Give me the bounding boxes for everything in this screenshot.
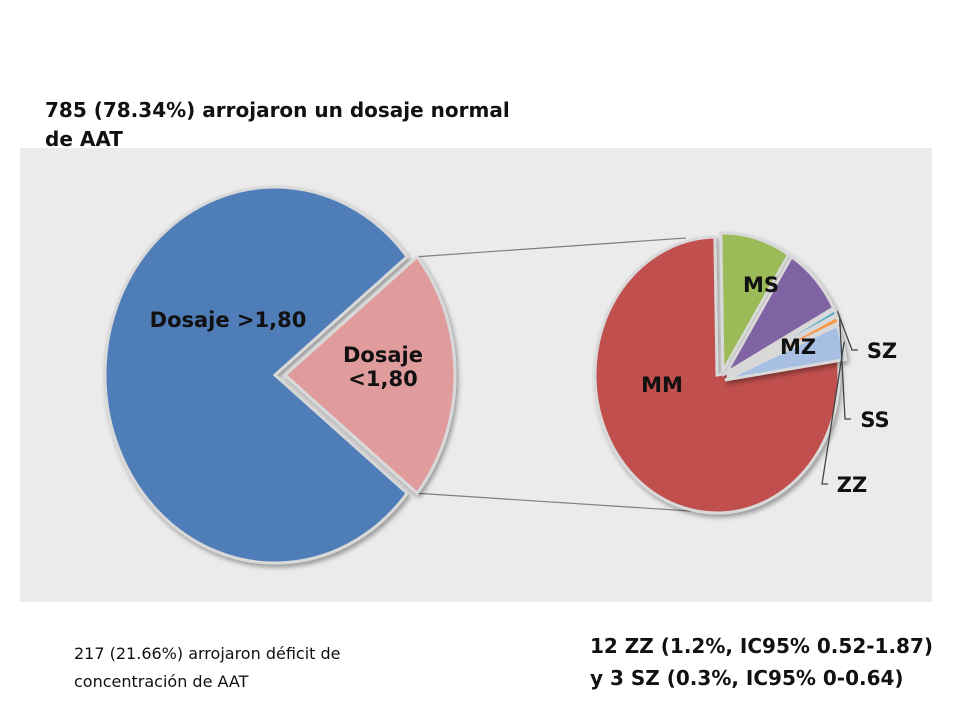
- slice-sz: [726, 307, 839, 377]
- zz-caption-line: 12 ZZ (1.2%, IC95% 0.52-1.87): [590, 634, 934, 658]
- slice-mz: [721, 254, 836, 378]
- connector-lines: [417, 237, 706, 513]
- slice-dosaje-1-80: [103, 185, 410, 565]
- connector-top: [417, 237, 687, 258]
- normal-dosage-caption: 785 (78.34%) arrojaron un dosaje normal …: [45, 98, 510, 151]
- slice-mm: [593, 235, 841, 515]
- label-dosaje-menor: Dosaje <1,80: [343, 343, 423, 391]
- label-ss: SS: [860, 408, 889, 432]
- label-mz: MZ: [780, 335, 816, 359]
- label-sz: SZ: [867, 339, 897, 363]
- label-mm: MM: [641, 373, 683, 397]
- leader-zz: [821, 341, 845, 485]
- sz-caption-line: y 3 SZ (0.3%, IC95% 0-0.64): [590, 666, 904, 690]
- label-dosaje-mayor: Dosaje >1,80: [150, 308, 307, 332]
- slice-ss: [726, 314, 841, 379]
- label-zz: ZZ: [837, 473, 867, 497]
- leader-lines: [821, 310, 858, 485]
- leader-ss: [839, 318, 851, 420]
- slice-zz: [724, 323, 848, 382]
- connector-bottom: [417, 492, 706, 513]
- leader-sz: [836, 310, 858, 351]
- breakdown-pie: [593, 231, 848, 515]
- deficit-caption: 217 (21.66%) arrojaron déficit de concen…: [74, 644, 341, 691]
- slice-labels: Dosaje >1,80 Dosaje <1,80 MM MS MZ SZ SS ZZ: [150, 273, 898, 497]
- slice-ms: [719, 231, 791, 377]
- zz-sz-caption: 12 ZZ (1.2%, IC95% 0.52-1.87) y 3 SZ (0.…: [590, 630, 950, 694]
- label-ms: MS: [743, 273, 779, 297]
- main-pie: [103, 185, 457, 565]
- slice-dosaje-1-80: [282, 254, 457, 496]
